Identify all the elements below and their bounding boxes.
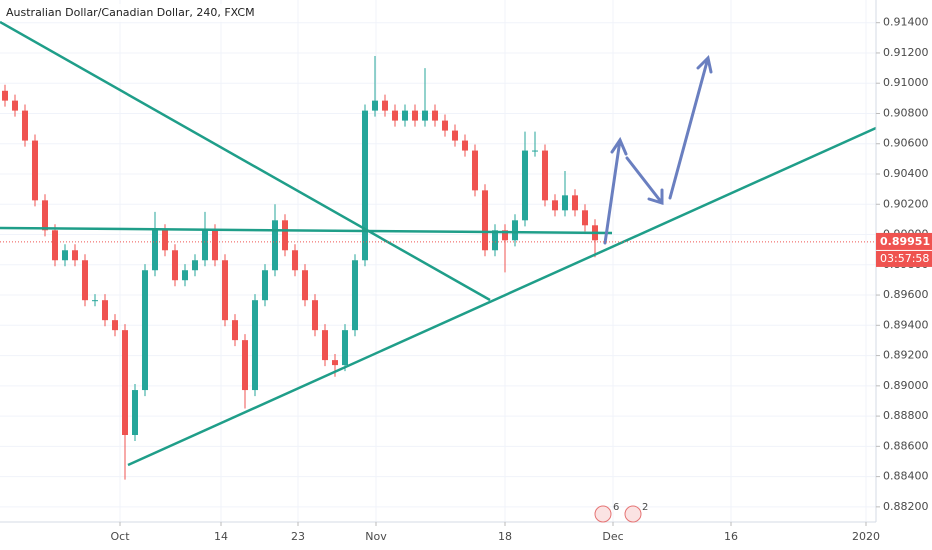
y-tick-label: 0.89600 bbox=[883, 288, 929, 301]
event-count: 2 bbox=[642, 502, 648, 513]
candle-body bbox=[572, 195, 578, 211]
candle-body bbox=[232, 320, 238, 341]
candle-body bbox=[272, 220, 278, 271]
candle-body bbox=[162, 230, 168, 251]
candle-body bbox=[102, 300, 108, 321]
candle-body bbox=[352, 260, 358, 331]
candle-body bbox=[172, 250, 178, 281]
title-bg bbox=[2, 4, 252, 22]
x-tick-label: Dec bbox=[602, 530, 623, 543]
y-tick-label: 0.88600 bbox=[883, 439, 929, 452]
y-tick-label: 0.89200 bbox=[883, 349, 929, 362]
last-price-box bbox=[876, 232, 932, 250]
candle-body bbox=[402, 110, 408, 121]
candle-body bbox=[492, 230, 498, 251]
candle-body bbox=[412, 110, 418, 121]
candle-body bbox=[462, 140, 468, 151]
candle-body bbox=[422, 110, 428, 121]
y-tick-label: 0.91200 bbox=[883, 46, 929, 59]
trendline bbox=[0, 20, 491, 302]
candle-body bbox=[112, 320, 118, 331]
y-tick-label: 0.90600 bbox=[883, 137, 929, 150]
candle-body bbox=[312, 300, 318, 331]
last-price-label: 0.89951 bbox=[880, 235, 930, 248]
candle-body bbox=[552, 200, 558, 211]
candle-body bbox=[92, 300, 98, 302]
candle-body bbox=[342, 330, 348, 366]
candle-body bbox=[432, 110, 438, 121]
candle-body bbox=[242, 340, 248, 391]
candle-body bbox=[282, 220, 288, 251]
candle-body bbox=[542, 150, 548, 201]
candle-body bbox=[22, 110, 28, 141]
candle-body bbox=[192, 260, 198, 271]
y-tick-label: 0.91000 bbox=[883, 76, 929, 89]
candle-body bbox=[212, 230, 218, 261]
candle-body bbox=[322, 330, 328, 361]
candle-body bbox=[82, 260, 88, 301]
trendline bbox=[0, 226, 613, 235]
x-tick-label: 23 bbox=[291, 530, 305, 543]
candle-body bbox=[132, 390, 138, 435]
candle-body bbox=[262, 270, 268, 301]
x-tick-label: 2020 bbox=[852, 530, 880, 543]
x-tick-label: 18 bbox=[498, 530, 512, 543]
candle-body bbox=[582, 210, 588, 226]
y-tick-label: 0.89000 bbox=[883, 379, 929, 392]
x-tick-label: 16 bbox=[724, 530, 738, 543]
candle-body bbox=[12, 100, 18, 111]
trendline bbox=[127, 126, 877, 467]
y-tick-label: 0.91400 bbox=[883, 16, 929, 29]
y-tick-label: 0.90800 bbox=[883, 106, 929, 119]
candle-body bbox=[182, 270, 188, 281]
candle-body bbox=[2, 90, 8, 101]
candle-body bbox=[332, 360, 338, 366]
candle-body bbox=[362, 110, 368, 261]
candle-body bbox=[392, 110, 398, 121]
event-badges: 6 2 bbox=[594, 502, 648, 523]
candle-body bbox=[222, 260, 228, 321]
y-tick-label: 0.88400 bbox=[883, 470, 929, 483]
candle-body bbox=[292, 250, 298, 271]
candle-body bbox=[482, 190, 488, 251]
y-tick-label: 0.88800 bbox=[883, 409, 929, 422]
y-tick-label: 0.88200 bbox=[883, 500, 929, 513]
candle-body bbox=[512, 220, 518, 241]
candle-body bbox=[502, 230, 508, 241]
y-tick-label: 0.89400 bbox=[883, 318, 929, 331]
candle-body bbox=[32, 140, 38, 201]
countdown-box bbox=[876, 250, 932, 267]
countdown-label: 03:57:58 bbox=[880, 252, 929, 265]
candle-body bbox=[522, 150, 528, 221]
candle-body bbox=[562, 195, 568, 211]
candle-body bbox=[532, 150, 538, 152]
candle-body bbox=[472, 150, 478, 191]
candle-body bbox=[52, 230, 58, 261]
candle-body bbox=[62, 250, 68, 261]
candle-body bbox=[42, 200, 48, 231]
candle-body bbox=[142, 270, 148, 391]
projection-arrows bbox=[603, 54, 713, 245]
candle-body bbox=[302, 270, 308, 301]
y-tick-label: 0.90400 bbox=[883, 167, 929, 180]
candle-body bbox=[452, 130, 458, 141]
candle-body bbox=[252, 300, 258, 391]
candle-body bbox=[152, 230, 158, 271]
event-count: 6 bbox=[613, 502, 619, 513]
candle-body bbox=[382, 100, 388, 111]
candle-body bbox=[442, 120, 448, 131]
candle-body bbox=[372, 100, 378, 111]
x-tick-label: Oct bbox=[110, 530, 130, 543]
candle-body bbox=[72, 250, 78, 261]
candle-body bbox=[202, 230, 208, 261]
candle-body bbox=[122, 330, 128, 435]
chart-title: Australian Dollar/Canadian Dollar, 240, … bbox=[6, 6, 255, 19]
x-tick-label: Nov bbox=[365, 530, 387, 543]
y-tick-label: 0.90200 bbox=[883, 197, 929, 210]
x-tick-label: 14 bbox=[214, 530, 228, 543]
